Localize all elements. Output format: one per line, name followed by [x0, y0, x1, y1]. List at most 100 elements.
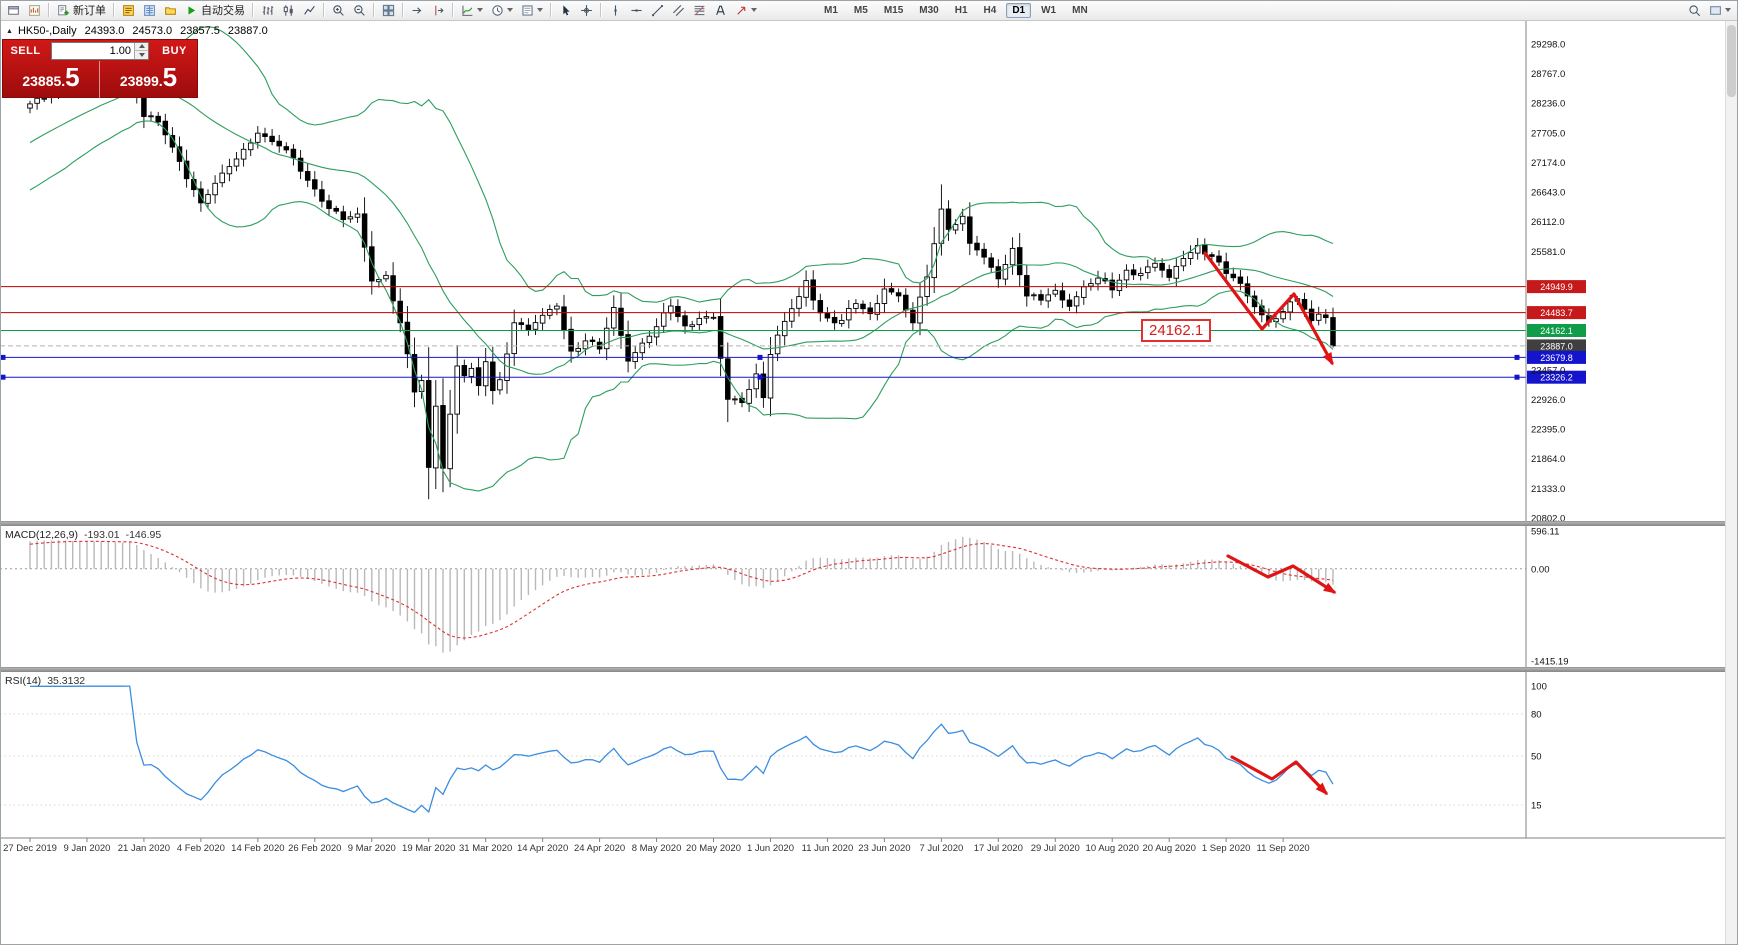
- sell-price-big-digit: 5: [65, 62, 80, 92]
- search-icon: [1689, 4, 1701, 16]
- timeframe-m1[interactable]: M1: [824, 4, 838, 16]
- new-order-button[interactable]: 新订单: [54, 1, 109, 20]
- macd-label: MACD(12,26,9): [5, 529, 78, 541]
- timeframe-w1[interactable]: W1: [1041, 4, 1057, 16]
- pane-splitter-rsi[interactable]: [0, 667, 1726, 672]
- axis-label: 25581.0: [1531, 247, 1565, 258]
- axis-label: 100: [1531, 682, 1547, 693]
- buy-price[interactable]: 23899. 5: [100, 61, 197, 98]
- zoom-out-icon[interactable]: [350, 1, 369, 20]
- timeframe-m30[interactable]: M30: [919, 4, 939, 16]
- axis-label: 596.11: [1531, 527, 1559, 538]
- horizontal-line-icon[interactable]: [627, 1, 646, 20]
- chart-profiles-icon[interactable]: [25, 1, 44, 20]
- price-tag: [1527, 339, 1586, 353]
- zoom-in-icon: [333, 4, 344, 16]
- line-handle[interactable]: [757, 374, 763, 380]
- trend-arrow[interactable]: [1226, 554, 1336, 594]
- trendline-icon[interactable]: [648, 1, 667, 20]
- toolbar-separator: [48, 3, 50, 17]
- line-chart-icon[interactable]: [300, 1, 319, 20]
- zoom-in-icon[interactable]: [329, 1, 348, 20]
- line-handle[interactable]: [1514, 354, 1520, 360]
- axis-label: 28767.0: [1531, 69, 1565, 80]
- price-tag: [1527, 306, 1586, 320]
- volume-box: [51, 41, 149, 60]
- sell-button[interactable]: SELL: [10, 44, 41, 57]
- crosshair-icon[interactable]: [577, 1, 596, 20]
- toolbar-separator: [113, 3, 115, 17]
- sell-price[interactable]: 23885. 5: [3, 61, 100, 98]
- search-icon[interactable]: [1685, 1, 1704, 20]
- vertical-scrollbar[interactable]: [1725, 21, 1738, 945]
- toolbar-separator: [452, 3, 454, 17]
- axis-label: 24 Apr 2020: [574, 843, 625, 854]
- market-watch-icon: [123, 4, 134, 16]
- data-window-icon[interactable]: [140, 1, 159, 20]
- volume-input[interactable]: [52, 42, 134, 59]
- axis-label: 29 Jul 2020: [1031, 843, 1080, 854]
- toolbar: 新订单 自动交易 M1 M5 M15 M30 H1 H4 D1 W1 MN: [0, 0, 1738, 21]
- templates-icon[interactable]: [518, 1, 546, 20]
- timeframe-h4[interactable]: H4: [983, 4, 997, 16]
- axis-label: 9 Jan 2020: [63, 843, 110, 854]
- line-handle[interactable]: [1514, 374, 1520, 380]
- cursor-icon[interactable]: [556, 1, 575, 20]
- timeframe-m15[interactable]: M15: [883, 4, 904, 16]
- timeframe-d1[interactable]: D1: [1006, 2, 1032, 18]
- vertical-line-icon[interactable]: [606, 1, 625, 20]
- line-handle[interactable]: [757, 354, 763, 360]
- volume-increase-button[interactable]: [135, 42, 148, 51]
- fibonacci-icon[interactable]: [690, 1, 709, 20]
- market-watch-icon[interactable]: [119, 1, 138, 20]
- trend-arrow[interactable]: [1203, 251, 1334, 365]
- axis-label: 7 Jul 2020: [919, 843, 963, 854]
- toolbar-separator: [323, 3, 325, 17]
- text-label-icon: [716, 5, 725, 15]
- line-handle[interactable]: [0, 354, 6, 360]
- navigator-icon[interactable]: [161, 1, 180, 20]
- axis-label: 9 Mar 2020: [348, 843, 396, 854]
- timeframe-mn[interactable]: MN: [1072, 4, 1088, 16]
- text-label-icon[interactable]: [711, 1, 730, 20]
- timeframe-h1[interactable]: H1: [954, 4, 968, 16]
- timeframe-m5[interactable]: M5: [853, 4, 868, 16]
- chart-selector-icon[interactable]: [1706, 1, 1734, 20]
- autotrading-button[interactable]: 自动交易: [182, 1, 248, 20]
- toolbar-separator: [373, 3, 375, 17]
- trend-arrow[interactable]: [1230, 755, 1328, 795]
- axis-label: 1 Jun 2020: [747, 843, 794, 854]
- chart-profiles-icon: [29, 4, 40, 16]
- axis-label: 21 Jan 2020: [118, 843, 170, 854]
- axis-label: 11 Jun 2020: [802, 843, 854, 854]
- channel-icon[interactable]: [669, 1, 688, 20]
- channel-icon: [673, 4, 684, 16]
- chart-shift-icon[interactable]: [429, 1, 448, 20]
- scrollbar-thumb[interactable]: [1727, 25, 1736, 97]
- axis-label: 27705.0: [1531, 128, 1565, 139]
- zoom-out-icon: [354, 4, 365, 16]
- axis-label: 24162.1: [1540, 326, 1573, 336]
- price-annotation[interactable]: 24162.1: [1141, 319, 1212, 342]
- buy-button[interactable]: BUY: [162, 44, 187, 57]
- toolbar-separator: [402, 3, 404, 17]
- caret-down-icon: [1725, 8, 1731, 12]
- indicators-icon[interactable]: [458, 1, 486, 20]
- tile-windows-icon[interactable]: [379, 1, 398, 20]
- arrows-icon[interactable]: [732, 1, 760, 20]
- new-chart-window-icon[interactable]: [4, 1, 23, 20]
- line-handle[interactable]: [0, 374, 6, 380]
- axis-label: 21333.0: [1531, 484, 1565, 495]
- axis-label: 29298.0: [1531, 40, 1565, 51]
- chart-shift-icon: [435, 5, 444, 15]
- auto-scroll-icon[interactable]: [408, 1, 427, 20]
- periods-icon[interactable]: [488, 1, 516, 20]
- pane-splitter-macd[interactable]: [0, 521, 1726, 526]
- axis-label: 24483.7: [1540, 308, 1573, 318]
- caret-down-icon: [537, 8, 543, 12]
- collapse-panel-icon[interactable]: ▲: [6, 28, 13, 35]
- bar-chart-icon[interactable]: [258, 1, 277, 20]
- candlestick-chart-icon[interactable]: [279, 1, 298, 20]
- volume-decrease-button[interactable]: [135, 51, 148, 59]
